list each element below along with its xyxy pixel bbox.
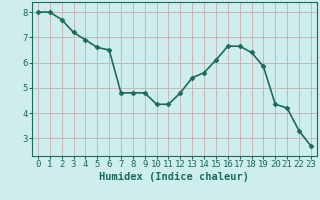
X-axis label: Humidex (Indice chaleur): Humidex (Indice chaleur) [100,172,249,182]
